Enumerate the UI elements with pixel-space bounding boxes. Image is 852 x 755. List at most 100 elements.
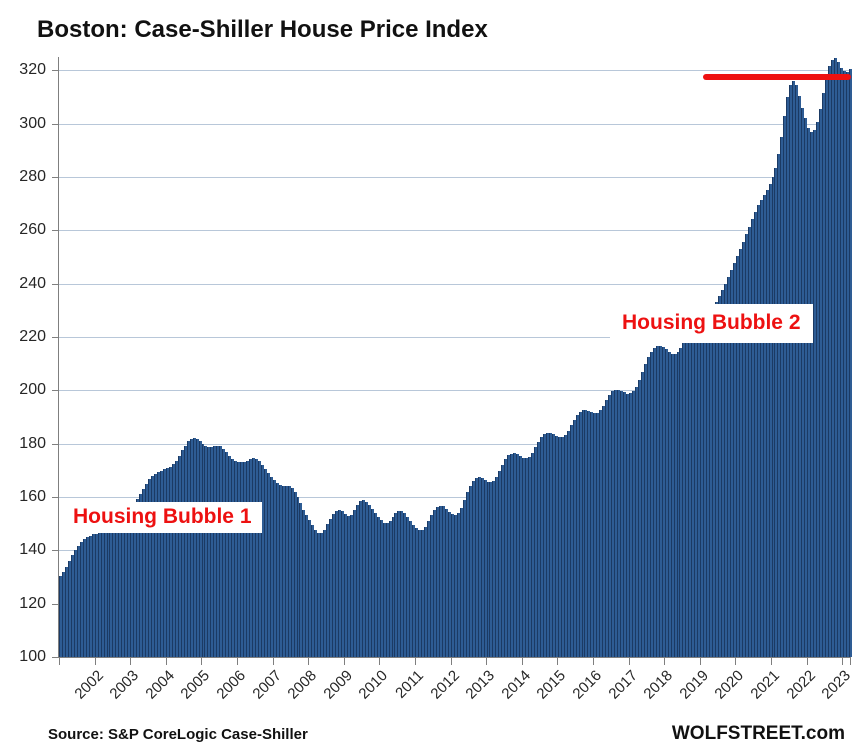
bar [314, 529, 318, 657]
bar [444, 508, 448, 657]
x-axis-label: 2018 [640, 667, 677, 703]
bar [287, 486, 291, 657]
bar [352, 510, 356, 657]
bar [436, 506, 439, 657]
bar [836, 62, 840, 657]
bar [637, 380, 641, 657]
bar [67, 560, 71, 657]
bar [735, 255, 739, 657]
bar [623, 392, 627, 657]
bar [531, 452, 534, 657]
bar [278, 484, 282, 657]
bar [441, 506, 445, 657]
y-axis-label: 200 [19, 381, 46, 398]
bar [795, 85, 799, 657]
bar [136, 498, 140, 657]
x-tick [850, 658, 851, 665]
bar [557, 437, 561, 657]
bar [534, 447, 537, 657]
bar [649, 351, 653, 657]
bar [667, 351, 671, 657]
bar [842, 70, 846, 657]
bar [373, 513, 377, 657]
bar [738, 249, 742, 657]
x-tick [415, 658, 416, 665]
x-axis-label: 2002 [70, 667, 107, 703]
x-tick [807, 658, 808, 665]
bar [246, 461, 249, 657]
bar [154, 473, 157, 657]
bar [593, 412, 597, 657]
bar [611, 391, 615, 657]
bar [631, 391, 635, 657]
x-axis-label: 2010 [355, 667, 392, 703]
y-tick [52, 497, 58, 498]
bar [349, 514, 353, 657]
x-tick [593, 658, 594, 665]
bar [243, 462, 247, 657]
bar [563, 435, 567, 657]
bar [159, 470, 163, 657]
bar [486, 481, 490, 657]
x-tick [379, 658, 380, 665]
y-axis [58, 57, 59, 658]
bar [744, 234, 748, 657]
x-tick [451, 658, 452, 665]
bar [189, 438, 193, 657]
bar [397, 510, 401, 657]
bar [587, 410, 591, 657]
bar [510, 453, 514, 657]
y-axis-label: 180 [19, 435, 46, 452]
y-axis-label: 160 [19, 488, 46, 505]
x-tick [557, 658, 558, 665]
bar [412, 524, 416, 657]
bar [753, 211, 757, 657]
bar [216, 445, 220, 657]
bar [100, 531, 104, 657]
bar [64, 566, 68, 657]
y-tick [52, 337, 58, 338]
x-tick [700, 658, 701, 665]
bar [489, 482, 493, 657]
bar [79, 541, 83, 657]
bar [786, 97, 790, 657]
bar [465, 492, 469, 657]
bar [447, 511, 451, 657]
bar [409, 521, 413, 657]
bar [741, 241, 745, 657]
y-axis-label: 320 [19, 61, 46, 78]
y-tick [52, 70, 58, 71]
bar [640, 371, 644, 657]
x-tick [201, 658, 202, 665]
bar [201, 443, 205, 657]
bar [480, 477, 484, 657]
bar [162, 469, 166, 657]
bar [810, 132, 814, 657]
bar [670, 353, 674, 657]
bar [231, 458, 235, 657]
bar [251, 458, 255, 657]
bar [676, 351, 680, 657]
bar [626, 394, 629, 657]
x-tick [771, 658, 772, 665]
bar [590, 411, 594, 657]
bar [581, 410, 585, 657]
source-note: Source: S&P CoreLogic Case-Shiller [48, 726, 308, 743]
bar [765, 190, 769, 657]
bar [819, 109, 822, 657]
bar [335, 510, 339, 657]
gridline [59, 444, 851, 445]
bar [234, 460, 238, 657]
y-tick [52, 230, 58, 231]
bar [61, 572, 65, 657]
bar [329, 518, 333, 657]
x-axis-label: 2016 [569, 667, 605, 703]
y-axis-label: 100 [19, 648, 46, 665]
bar [608, 394, 612, 657]
bar [151, 475, 154, 657]
gridline [59, 390, 851, 391]
x-tick [735, 658, 736, 665]
bar [127, 504, 131, 657]
bar [462, 500, 466, 657]
x-tick [842, 658, 843, 665]
